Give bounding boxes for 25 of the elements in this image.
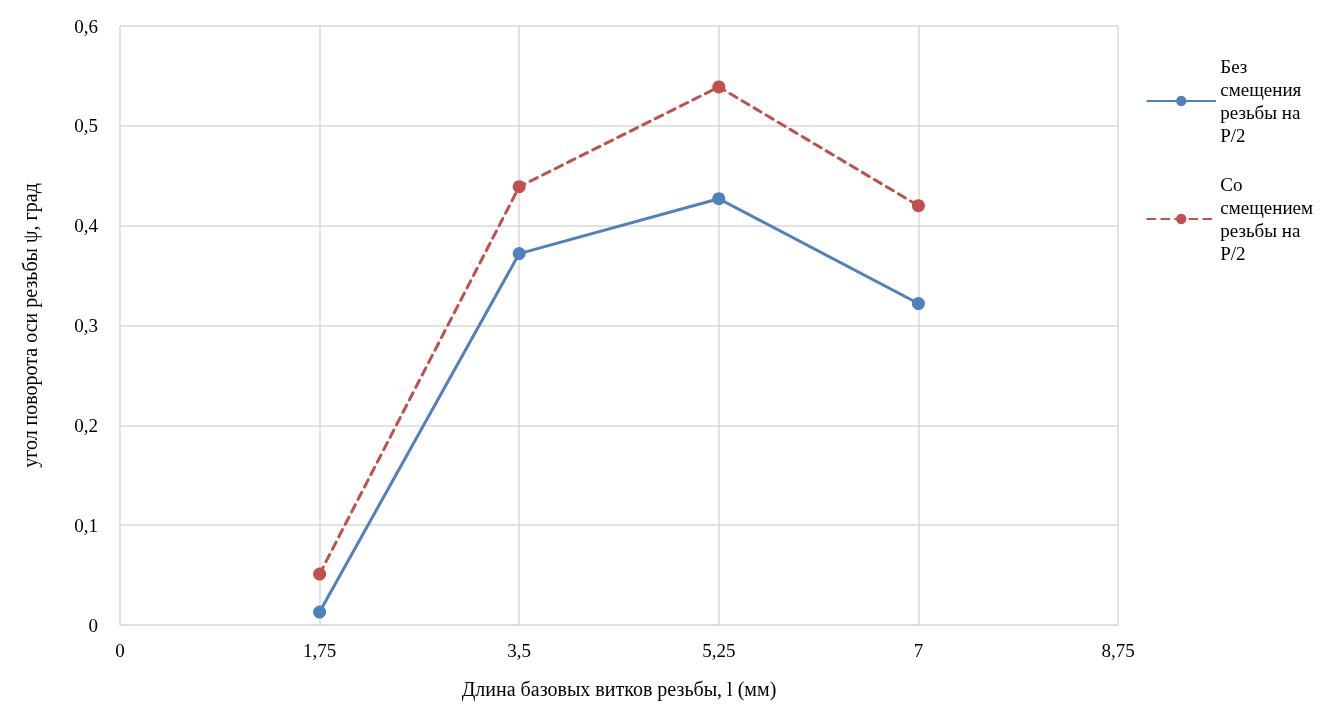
x-axis-title: Длина базовых витков резьбы, l (мм) xyxy=(461,678,777,701)
point xyxy=(313,605,327,619)
y-tick-label: 0 xyxy=(88,614,98,636)
x-tick-label: 5,25 xyxy=(702,640,736,661)
x-tick-label: 0 xyxy=(115,640,125,661)
point xyxy=(911,297,925,311)
x-tick-label: 7 xyxy=(913,640,924,661)
y-axis-title: угол поворота оси резьбы ψ, град xyxy=(19,183,42,468)
point xyxy=(712,192,726,206)
legend-label: Со смещением резьбы на P/2 xyxy=(1220,174,1313,264)
y-tick-label: 0,1 xyxy=(74,514,98,536)
x-tick-label: 8,75 xyxy=(1101,640,1135,661)
point xyxy=(512,247,526,261)
point xyxy=(313,567,327,581)
y-tick-label: 0,3 xyxy=(74,315,98,336)
x-tick-label: 1,75 xyxy=(302,640,337,661)
y-tick-label: 0,5 xyxy=(74,115,98,137)
point xyxy=(911,199,925,213)
x-tick-label: 3,5 xyxy=(507,640,532,661)
y-tick-label: 0,2 xyxy=(74,414,98,436)
y-tick-label: 0,4 xyxy=(74,215,99,237)
legend-label: Без смещения резьбы на P/2 xyxy=(1220,56,1302,146)
point xyxy=(512,180,526,194)
y-tick-label: 0,6 xyxy=(74,15,98,37)
point xyxy=(712,80,726,94)
